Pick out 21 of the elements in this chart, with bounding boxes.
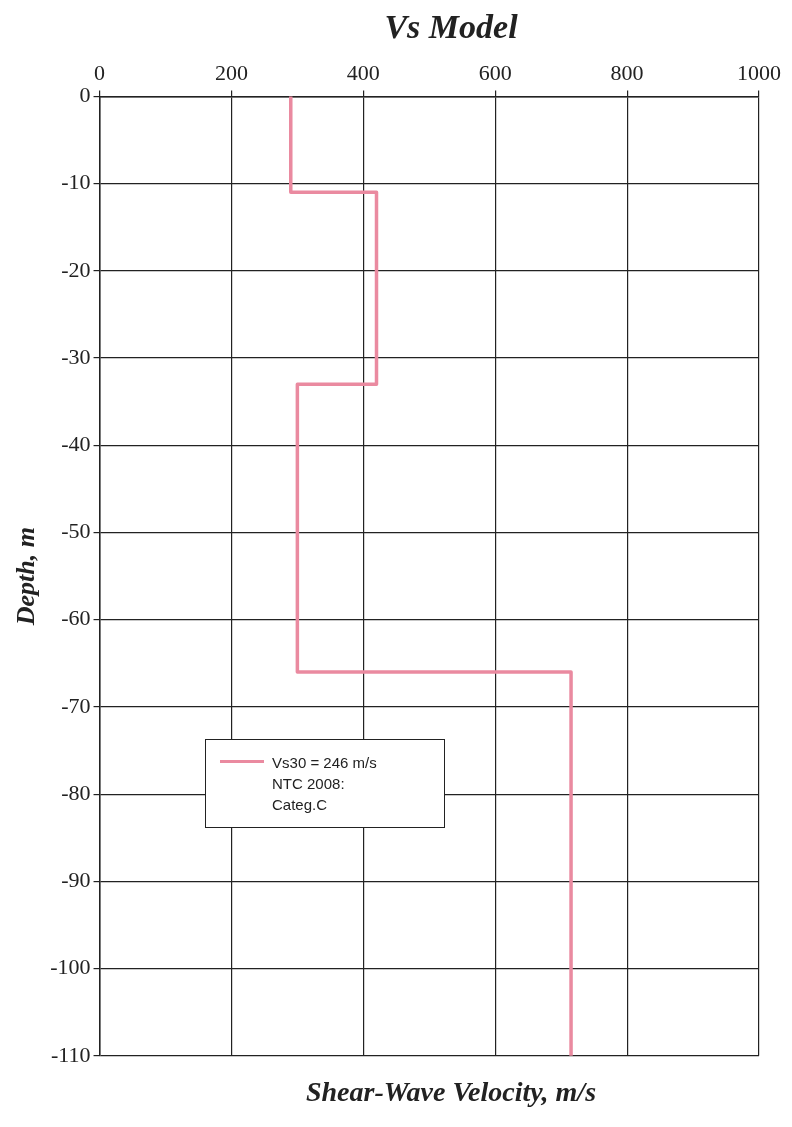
x-tick-label: 400: [346, 59, 380, 85]
y-tick-label: -80: [61, 779, 91, 805]
legend-label: Vs30 = 246 m/s NTC 2008: Categ.C: [272, 753, 378, 816]
y-tick-label: -90: [61, 867, 91, 893]
y-tick-label: 0: [79, 82, 91, 108]
y-tick-label: -30: [61, 343, 91, 369]
x-tick-label: 600: [478, 59, 512, 85]
y-tick-label: -60: [61, 605, 91, 631]
y-tick-label: -110: [51, 1041, 91, 1067]
y-tick-label: -100: [50, 954, 91, 980]
y-tick-label: -20: [61, 256, 91, 282]
y-tick-label: -50: [61, 518, 91, 544]
y-tick-label: -40: [61, 431, 91, 457]
y-tick-label: -70: [61, 692, 91, 718]
y-tick-label: -10: [61, 169, 91, 195]
chart-title: Vs Model: [383, 8, 519, 47]
y-axis-title: Depth, m: [11, 526, 41, 627]
x-tick-label: 800: [610, 59, 644, 85]
x-tick-label: 1000: [737, 59, 781, 85]
x-axis-title: Shear-Wave Velocity, m/s: [304, 1076, 598, 1108]
x-tick-label: 200: [214, 59, 248, 85]
